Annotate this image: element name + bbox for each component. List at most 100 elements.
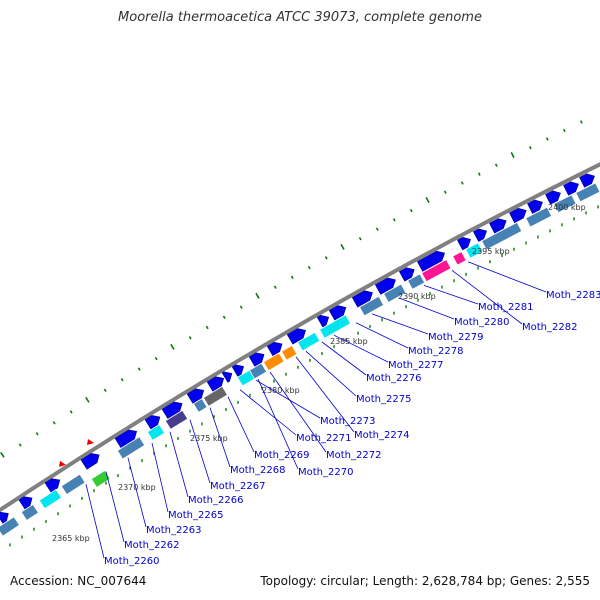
- gene-label-link[interactable]: Moth_2266: [188, 495, 243, 506]
- gene-label-link[interactable]: Moth_2279: [428, 332, 483, 343]
- cds-forward: [18, 496, 33, 510]
- gene-label-link[interactable]: Moth_2273: [320, 416, 375, 427]
- cds-forward-shape: [473, 228, 488, 242]
- ruler-tick-outer: [494, 163, 498, 167]
- cds-reverse: [383, 283, 407, 304]
- cds-reverse-shape: [0, 516, 21, 537]
- cds-forward: [206, 376, 225, 392]
- feature-green-shape: [90, 469, 111, 488]
- gene-label-link[interactable]: Moth_2276: [366, 373, 421, 384]
- ruler-tick-outer: [307, 265, 311, 270]
- cds-reverse: [146, 423, 166, 441]
- gene-label-link[interactable]: Moth_2282: [522, 322, 577, 333]
- ruler-tick-outer: [358, 236, 362, 241]
- gene-leader-line: [295, 356, 355, 433]
- gene-leader-line: [255, 379, 321, 419]
- ruler-tick-outer: [239, 305, 243, 309]
- ruler-tick-outer: [510, 152, 515, 159]
- gene-label-link[interactable]: Moth_2269: [254, 450, 309, 461]
- ruler-tick-outer: [477, 172, 481, 176]
- gene-leader-line: [169, 431, 189, 498]
- scale-label: 2370 kbp: [118, 483, 156, 492]
- cds-reverse: [421, 259, 452, 283]
- gene-label-link[interactable]: Moth_2265: [168, 510, 223, 521]
- gene-label-link[interactable]: Moth_2270: [298, 467, 353, 478]
- cds-reverse-shape: [146, 423, 166, 441]
- gene-label-link[interactable]: Moth_2281: [478, 302, 533, 313]
- cds-reverse-shape: [407, 273, 426, 290]
- ruler-tick-outer: [35, 432, 39, 436]
- map-title: Moorella thermoacetica ATCC 39073, compl…: [118, 10, 482, 25]
- cds-reverse-shape: [20, 503, 40, 521]
- cds-forward-shape: [248, 352, 265, 367]
- gene-leader-line: [105, 471, 125, 543]
- cds-reverse-shape: [359, 295, 385, 317]
- gene-label-link[interactable]: Moth_2272: [326, 450, 381, 461]
- gene-leader-line: [151, 442, 169, 513]
- cds-reverse-shape: [280, 344, 298, 361]
- gene-leader-line: [423, 284, 479, 305]
- ruler-tick-outer: [85, 396, 90, 403]
- gene-label-link[interactable]: Moth_2278: [408, 346, 463, 357]
- cds-forward: [316, 315, 330, 328]
- cds-reverse: [407, 273, 426, 290]
- cds-forward: [489, 218, 507, 234]
- cds-forward-shape: [527, 199, 543, 214]
- cds-forward-shape: [457, 237, 471, 251]
- cds-forward: [231, 364, 244, 377]
- cds-forward: [80, 453, 100, 470]
- cds-forward: [328, 305, 347, 321]
- cds-forward: [248, 352, 265, 367]
- ruler-tick-outer: [137, 367, 141, 371]
- gene-leader-line: [269, 371, 327, 453]
- cds-forward-shape: [398, 267, 415, 282]
- cds-reverse-shape: [481, 221, 523, 251]
- ruler-tick-outer: [409, 208, 413, 213]
- cds-reverse-shape: [452, 251, 467, 266]
- cds-reverse: [60, 473, 86, 496]
- cds-forward-shape: [351, 290, 373, 308]
- gene-leader-line: [333, 334, 389, 363]
- cds-forward: [0, 511, 9, 525]
- cds-reverse: [20, 503, 40, 521]
- cds-reverse: [359, 295, 385, 317]
- gene-label-link[interactable]: Moth_2263: [146, 525, 201, 536]
- cds-forward-shape: [489, 218, 507, 234]
- genome-backbone: [0, 162, 600, 513]
- cds-reverse-shape: [262, 352, 285, 372]
- gene-label-link[interactable]: Moth_2280: [454, 317, 509, 328]
- gene-label-link[interactable]: Moth_2283: [546, 290, 600, 301]
- gene-label-link[interactable]: Moth_2267: [210, 481, 265, 492]
- gene-label-link[interactable]: Moth_2274: [354, 430, 409, 441]
- cds-reverse-shape: [575, 182, 600, 203]
- cds-reverse: [525, 206, 553, 228]
- cds-forward: [579, 173, 595, 188]
- gene-label-link[interactable]: Moth_2262: [124, 540, 179, 551]
- gene-leader-line: [85, 484, 105, 559]
- ruler-tick-outer: [18, 443, 22, 447]
- gene-leader-line: [451, 269, 523, 325]
- cds-reverse-shape: [525, 206, 553, 228]
- ruler-tick-outer: [460, 181, 464, 185]
- ruler-tick-outer: [290, 275, 294, 280]
- cds-forward: [545, 190, 561, 205]
- gene-leader-line: [227, 396, 255, 453]
- cds-forward: [509, 207, 527, 224]
- cds-reverse: [296, 331, 321, 352]
- ruler-tick-outer: [528, 145, 532, 150]
- cds-forward: [44, 478, 61, 493]
- gene-label-link[interactable]: Moth_2260: [104, 556, 159, 567]
- gene-label-link[interactable]: Moth_2268: [230, 465, 285, 476]
- cds-forward-shape: [206, 376, 225, 392]
- gene-label-link[interactable]: Moth_2271: [296, 433, 351, 444]
- ruler-tick-outer: [324, 256, 328, 260]
- cds-reverse-shape: [248, 362, 268, 380]
- scale-label: 2395 kbp: [472, 247, 510, 256]
- scale-label: 2400 kbp: [548, 203, 586, 212]
- gene-label-link[interactable]: Moth_2277: [388, 360, 443, 371]
- cds-forward-shape: [416, 250, 446, 272]
- gene-label-link[interactable]: Moth_2275: [356, 394, 411, 405]
- cds-reverse: [318, 314, 352, 339]
- ruler-tick-outer: [273, 285, 277, 289]
- cds-reverse: [280, 344, 298, 361]
